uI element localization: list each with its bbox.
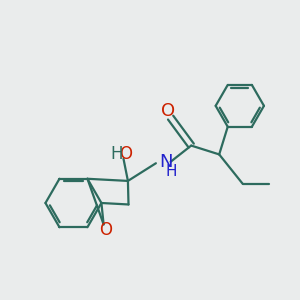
Text: O: O <box>160 102 175 120</box>
Text: N: N <box>159 153 173 171</box>
Text: H: H <box>110 145 122 163</box>
Text: O: O <box>119 145 132 163</box>
Text: H: H <box>166 164 177 179</box>
Text: O: O <box>100 221 112 239</box>
